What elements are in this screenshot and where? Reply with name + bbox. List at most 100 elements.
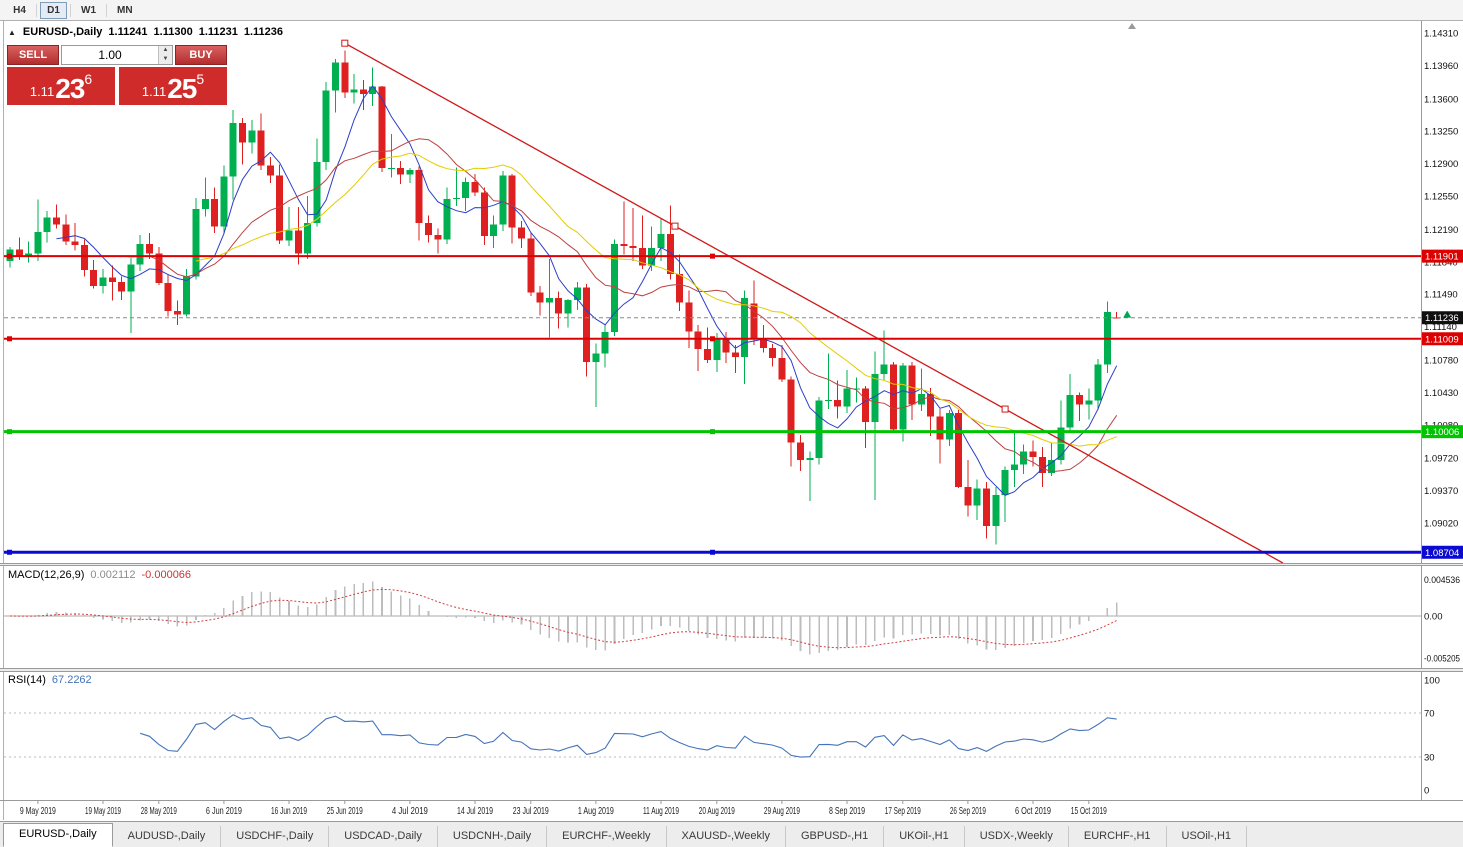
volume-decrease-button[interactable]: ▼ <box>159 55 172 64</box>
tab-usdx-weekly[interactable]: USDX-,Weekly <box>965 826 1069 847</box>
candle-body <box>899 365 907 430</box>
hline-handle[interactable] <box>7 253 12 259</box>
tab-ukoil-h1[interactable]: UKOil-,H1 <box>884 826 965 847</box>
timeframe-button-w1[interactable]: W1 <box>74 2 103 19</box>
candle-body <box>90 270 98 286</box>
price-axis-tick: 1.11490 <box>1424 290 1458 301</box>
volume-stepper[interactable]: 1.00 ▲ ▼ <box>61 45 173 65</box>
toolbar-separator <box>36 3 37 17</box>
axis-price-tag: 1.10006 <box>1422 425 1463 439</box>
candles-layer[interactable] <box>6 50 1121 545</box>
candle-body <box>1038 457 1046 473</box>
axis-price-tag: 1.11901 <box>1422 249 1463 263</box>
candle-body <box>945 412 953 440</box>
candle-body <box>731 352 739 358</box>
volume-spinner: ▲ ▼ <box>158 46 172 64</box>
candle-body <box>1066 395 1074 428</box>
hline-handle[interactable] <box>710 253 715 259</box>
price-axis[interactable] <box>1422 21 1463 800</box>
moving-average-line-13[interactable] <box>121 138 1118 473</box>
tab-usdcad-daily[interactable]: USDCAD-,Daily <box>329 826 438 847</box>
candle-body <box>369 86 377 95</box>
timeframe-button-d1[interactable]: D1 <box>40 1 67 19</box>
date-label: 11 Aug 2019 <box>643 805 679 817</box>
panel-divider[interactable] <box>0 668 1463 672</box>
tab-gbpusd-h1[interactable]: GBPUSD-,H1 <box>786 826 885 847</box>
date-label: 17 Sep 2019 <box>885 805 921 817</box>
chart-canvas[interactable]: 1.14310 1.13960 1.13600 1.13250 1.12900 1.125… <box>0 21 1463 821</box>
macd-name: MACD(12,26,9) <box>8 569 85 581</box>
buy-price-big: 25 <box>167 73 197 104</box>
candle-body <box>815 400 823 459</box>
volume-increase-button[interactable]: ▲ <box>159 46 172 55</box>
candle-body <box>1094 364 1102 401</box>
chart-shift-marker[interactable] <box>1128 23 1136 29</box>
timeframe-button-mn[interactable]: MN <box>110 2 140 19</box>
date-label: 8 Sep 2019 <box>829 805 865 817</box>
macd-axis-tick: -0.005205 <box>1424 654 1460 665</box>
hline-handle[interactable] <box>7 429 12 435</box>
sell-price-sup: 6 <box>84 71 93 87</box>
trendline-handle[interactable] <box>341 39 349 47</box>
candle-body <box>322 90 330 162</box>
main-plot-area[interactable] <box>4 39 1421 563</box>
date-label: 6 Oct 2019 <box>1015 805 1051 817</box>
price-axis-tick: 1.11140 <box>1424 322 1457 333</box>
sell-button[interactable]: SELL <box>7 45 59 65</box>
tab-eurchf-h1[interactable]: EURCHF-,H1 <box>1069 826 1167 847</box>
trendline-handle[interactable] <box>1001 405 1009 413</box>
tab-eurchf-weekly[interactable]: EURCHF-,Weekly <box>547 826 667 847</box>
candle-body <box>992 495 1000 526</box>
price-axis-tick: 1.14310 <box>1424 29 1458 40</box>
date-axis[interactable] <box>0 801 1421 820</box>
rsi-value: 67.2262 <box>51 674 92 686</box>
volume-value[interactable]: 1.00 <box>98 48 122 62</box>
candle-body <box>350 89 358 93</box>
candle-body <box>471 182 479 193</box>
hline-handle[interactable] <box>7 336 12 342</box>
hline-handle[interactable] <box>7 549 12 555</box>
candle-body <box>499 175 507 225</box>
trade-panel-toggle-icon[interactable]: ▲ <box>8 27 16 37</box>
tab-audusd-daily[interactable]: AUDUSD-,Daily <box>113 826 222 847</box>
moving-average-line-21[interactable] <box>195 152 1117 447</box>
tab-usdchf-daily[interactable]: USDCHF-,Daily <box>221 826 330 847</box>
candle-body <box>276 175 284 241</box>
hline-handle[interactable] <box>710 429 715 435</box>
date-label: 16 Jun 2019 <box>271 805 307 817</box>
hline-handle[interactable] <box>710 336 715 342</box>
date-label: 14 Jul 2019 <box>457 805 493 817</box>
candle-body <box>127 264 135 292</box>
candle-body <box>201 198 209 209</box>
buy-button[interactable]: BUY <box>175 45 227 65</box>
panel-divider[interactable] <box>0 563 1463 566</box>
candle-body <box>462 182 470 198</box>
candle-body <box>397 168 405 175</box>
tab-usdcnh-daily[interactable]: USDCNH-,Daily <box>438 826 548 847</box>
moving-average-line-6[interactable] <box>56 85 1118 496</box>
date-label: 28 May 2019 <box>141 805 177 817</box>
tab-eurusd-daily[interactable]: EURUSD-,Daily <box>3 823 113 847</box>
candle-body <box>229 122 237 177</box>
candle-body <box>685 302 693 332</box>
descending-trendline[interactable] <box>344 42 1284 563</box>
buy-price-button[interactable]: 1.11 25 5 <box>119 67 227 105</box>
candle-body <box>434 234 442 240</box>
trendline-handle[interactable] <box>671 222 679 230</box>
candle-body <box>1010 464 1018 471</box>
hline-handle[interactable] <box>710 549 715 555</box>
timeframe-button-h4[interactable]: H4 <box>6 2 33 19</box>
tab-usoil-h1[interactable]: USOil-,H1 <box>1167 826 1248 847</box>
candle-body <box>490 224 498 236</box>
macd-axis-tick: 0.00 <box>1424 612 1443 623</box>
rsi-name: RSI(14) <box>8 674 46 686</box>
candle-body <box>1029 451 1037 458</box>
sell-price-button[interactable]: 1.11 23 6 <box>7 67 115 105</box>
price-axis-tick: 1.09020 <box>1424 519 1458 530</box>
rsi-axis-tick: 100 <box>1424 676 1440 687</box>
candle-body <box>155 253 163 284</box>
price-axis-tick: 1.13250 <box>1424 127 1458 138</box>
candle-body <box>239 122 246 143</box>
date-label: 26 Sep 2019 <box>950 805 986 817</box>
tab-xauusd-weekly[interactable]: XAUUSD-,Weekly <box>667 826 786 847</box>
